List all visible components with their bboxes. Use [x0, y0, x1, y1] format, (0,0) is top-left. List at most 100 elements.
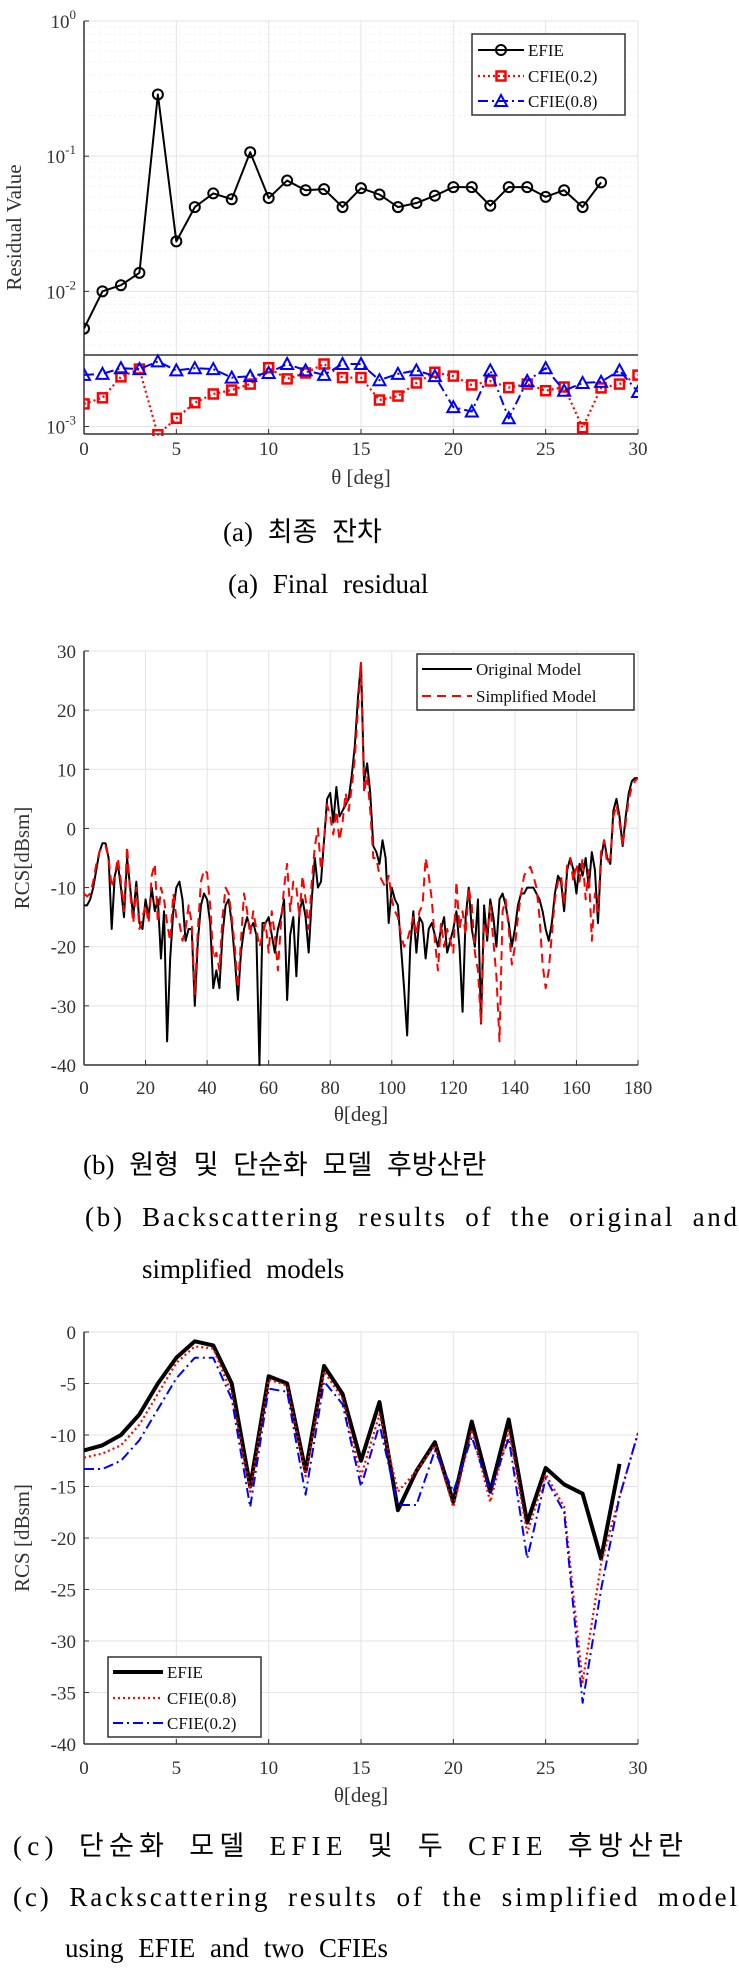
legend-label: EFIE	[528, 41, 564, 60]
y-axis-label: RCS [dBsm]	[10, 1484, 34, 1592]
data-point-square	[539, 384, 552, 397]
data-point-circle	[447, 181, 460, 194]
data-point-square	[225, 384, 238, 396]
series-line	[84, 93, 602, 330]
data-point-circle	[244, 146, 257, 159]
data-point-triangle	[574, 374, 591, 389]
caption-english: simplified models	[142, 1254, 344, 1284]
data-point-square	[96, 392, 109, 404]
data-point-square	[336, 371, 349, 384]
legend-label: EFIE	[167, 1663, 203, 1682]
series-line	[84, 362, 638, 436]
data-point-square	[410, 377, 423, 389]
series-efie	[84, 1339, 622, 1561]
data-point-triangle	[260, 364, 277, 379]
legend: EFIE CFIE(0.8) CFIE(0.2)	[107, 1656, 262, 1738]
data-point-circle	[299, 184, 312, 197]
x-tick-label: 10	[259, 439, 278, 460]
chart-c: 0 5 10 15 20 25 30 0 -5 -10 -15 -20 -25 -30 -35 -40 θ[de…	[10, 1323, 737, 1963]
y-tick-exponent: -1	[65, 142, 76, 157]
x-tick-label: 0	[79, 1758, 89, 1779]
y-tick-base: 10	[46, 147, 65, 168]
x-tick-label: 20	[136, 1078, 155, 1099]
data-point-circle	[495, 44, 507, 56]
x-tick-label: 20	[444, 1758, 463, 1779]
data-point-circle	[355, 182, 367, 195]
y-tick-label: 10	[57, 760, 76, 781]
legend-box	[416, 653, 635, 711]
data-point-square	[373, 394, 386, 406]
data-point-circle	[262, 192, 275, 205]
data-point-circle	[410, 197, 423, 210]
data-point-circle	[133, 266, 146, 279]
data-point-square	[392, 390, 404, 402]
data-point-triangle	[84, 366, 92, 381]
y-tick-base: 10	[46, 417, 65, 438]
data-point-triangle	[482, 362, 498, 377]
data-point-triangle	[224, 369, 240, 384]
caption-korean: (a) 최종 잔차	[223, 517, 382, 547]
y-tick-label: -30	[51, 997, 76, 1018]
x-tick-label: 30	[629, 1758, 648, 1779]
series-line	[84, 1345, 638, 1684]
data-point-triangle	[408, 362, 425, 377]
y-tick-label: -10	[51, 1426, 76, 1447]
data-point-circle	[188, 201, 201, 214]
series-cfie-0-8-	[84, 353, 638, 425]
chart-b: 0 20 40 60 80 100 120 140 160 1803020100-10-20-30…	[10, 642, 738, 1284]
data-point-circle	[484, 199, 497, 212]
x-tick-label: 15	[352, 1758, 371, 1779]
x-tick-label: 5	[172, 1758, 182, 1779]
x-tick-label: 0	[79, 1078, 89, 1099]
y-tick-label: -5	[60, 1375, 76, 1396]
data-point-circle	[373, 188, 386, 201]
data-point-triangle	[390, 365, 406, 380]
data-point-square	[281, 373, 293, 385]
x-tick-label: 5	[172, 439, 182, 460]
data-point-triangle	[353, 355, 369, 370]
data-point-circle	[521, 181, 534, 194]
legend: Original Model Simplified Model	[416, 653, 635, 711]
data-point-triangle	[334, 355, 351, 370]
data-point-triangle	[611, 362, 628, 377]
y-tick-label: -20	[51, 938, 76, 959]
data-point-triangle	[371, 372, 388, 387]
data-point-circle	[114, 279, 127, 292]
data-point-circle	[558, 184, 571, 197]
data-point-triangle	[150, 353, 166, 368]
x-tick-label: 0	[79, 439, 89, 460]
data-point-triangle	[279, 355, 295, 370]
x-tick-label: 140	[501, 1078, 530, 1099]
data-point-square	[558, 381, 570, 393]
legend-label: Simplified Model	[476, 687, 597, 706]
legend-label: CFIE(0.2)	[528, 67, 597, 86]
data-point-circle	[318, 183, 331, 196]
data-point-square	[632, 369, 638, 381]
data-point-triangle	[297, 362, 314, 377]
series-cfie-0-2-	[84, 1356, 638, 1704]
data-point-square	[502, 381, 515, 394]
legend-label: CFIE(0.8)	[528, 92, 597, 111]
y-tick-label: -20	[51, 1529, 76, 1550]
series-cfie-0-8-	[84, 1345, 638, 1684]
series-line	[84, 1339, 622, 1561]
data-point-square	[429, 366, 441, 378]
y-tick-label: 20	[57, 701, 76, 722]
y-tick-label: 10-1	[46, 142, 76, 168]
data-point-triangle	[242, 368, 258, 383]
y-tick-exponent: -3	[65, 412, 76, 427]
data-point-square	[152, 428, 164, 436]
x-axis-label: θ[deg]	[334, 1783, 388, 1807]
data-point-triangle	[630, 383, 638, 398]
data-point-circle	[84, 322, 90, 335]
caption-english: using EFIE and two CFIEs	[65, 1933, 388, 1963]
y-tick-label: -35	[51, 1684, 76, 1705]
y-tick-base: 10	[51, 12, 70, 33]
caption-korean: (c) 단순화 모델 EFIE 및 두 CFIE 후방산란	[13, 1831, 683, 1861]
x-tick-label: 40	[198, 1078, 217, 1099]
data-point-square	[84, 398, 90, 410]
data-point-square	[244, 378, 256, 390]
series-line	[84, 661, 638, 1066]
data-point-circle	[428, 189, 441, 202]
y-tick-label: 100	[51, 7, 77, 33]
